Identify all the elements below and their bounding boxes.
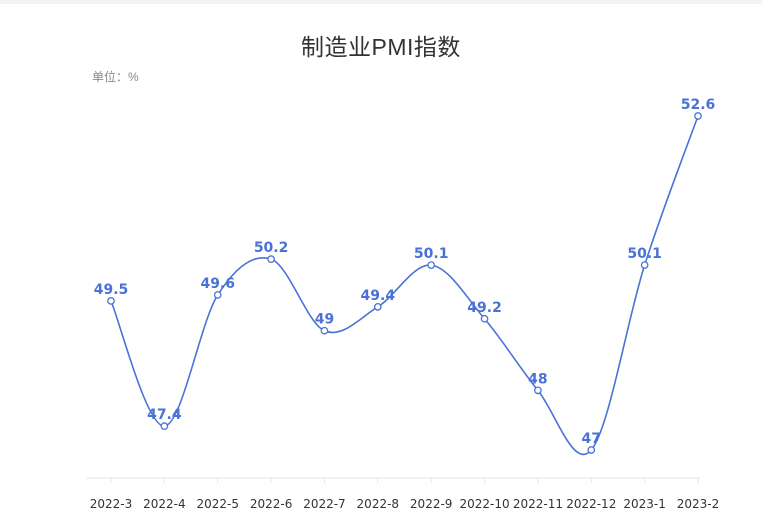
- data-points: [107, 112, 702, 454]
- data-point[interactable]: [640, 261, 649, 269]
- data-label: 49.6: [200, 276, 235, 292]
- data-label: 50.2: [254, 240, 289, 256]
- x-tick-label: 2022-8: [357, 497, 400, 511]
- unit-label: 单位：%: [92, 70, 139, 84]
- x-tick-label: 2022-10: [459, 497, 509, 511]
- data-label: 50.1: [627, 246, 662, 262]
- chart-title: 制造业PMI指数: [301, 34, 461, 60]
- data-point[interactable]: [694, 112, 702, 120]
- data-label: 49: [315, 312, 334, 328]
- x-tick-label: 2022-6: [250, 497, 293, 511]
- data-label: 49.2: [467, 300, 502, 316]
- data-label: 50.1: [414, 246, 449, 262]
- x-tick-label: 2022-12: [566, 497, 616, 511]
- data-labels: 49.5 47.4 49.6 50.2 49 49.4 50.1 49.2 48 47 50.1 52…: [94, 97, 716, 447]
- data-point[interactable]: [267, 255, 275, 263]
- data-label: 48: [528, 371, 547, 387]
- x-tick-label: 2022-3: [90, 497, 133, 511]
- data-point[interactable]: [534, 386, 542, 395]
- data-label: 49.5: [94, 282, 129, 298]
- x-axis-labels: 2022-3 2022-4 2022-5 2022-6 2022-7 2022-8 2022…: [90, 497, 720, 511]
- data-point[interactable]: [427, 261, 436, 269]
- x-tick-label: 2023-1: [623, 497, 666, 511]
- data-label: 52.6: [681, 97, 716, 113]
- x-tick-label: 2022-7: [303, 497, 346, 511]
- data-point[interactable]: [160, 422, 169, 430]
- data-point[interactable]: [107, 297, 115, 305]
- data-label: 49.4: [361, 288, 396, 304]
- data-point[interactable]: [587, 446, 596, 454]
- x-tick-label: 2023-2: [677, 497, 720, 511]
- top-divider: [0, 0, 762, 4]
- data-label: 47: [582, 431, 601, 447]
- x-tick-label: 2022-9: [410, 497, 453, 511]
- data-point[interactable]: [480, 314, 489, 323]
- series-line: [110, 115, 699, 455]
- data-point[interactable]: [320, 326, 329, 335]
- data-point[interactable]: [213, 291, 222, 299]
- x-tick-label: 2022-5: [196, 497, 239, 511]
- data-point[interactable]: [373, 303, 382, 311]
- data-label: 47.4: [147, 407, 182, 423]
- x-tick-label: 2022-11: [513, 497, 563, 511]
- x-tick-label: 2022-4: [143, 497, 186, 511]
- x-axis-ticks: [110, 478, 699, 483]
